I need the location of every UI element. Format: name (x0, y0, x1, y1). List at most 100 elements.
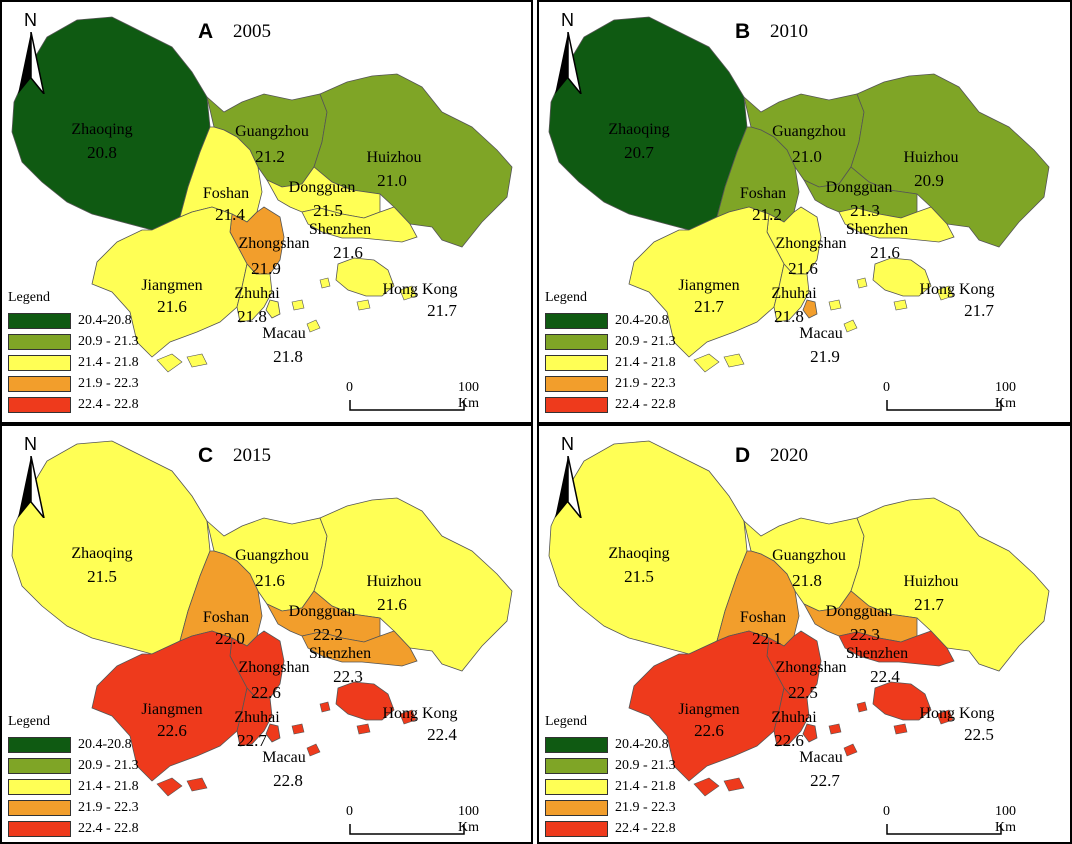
region-value-zhuhai: 21.8 (774, 307, 804, 326)
region-name-shenzhen: Shenzhen (846, 645, 908, 662)
region-value-zhongshan: 22.5 (788, 683, 818, 702)
region-name-zhaoqing: Zhaoqing (71, 545, 132, 562)
scale-bar: 0 100 Km (879, 380, 1039, 420)
region-name-shenzhen: Shenzhen (309, 221, 371, 238)
legend-item: 22.4 - 22.8 (8, 818, 139, 839)
region-jiangmen (628, 206, 785, 358)
legend-swatch (8, 354, 71, 371)
region-macau (265, 723, 281, 743)
region-value-zhaoqing: 20.7 (624, 143, 654, 162)
region-value-guangzhou: 21.2 (255, 147, 285, 166)
region-name-hong-kong: Hong Kong (382, 281, 457, 298)
legend-item: 21.9 - 22.3 (8, 373, 139, 394)
north-label: N (561, 434, 574, 454)
island-shape (291, 723, 305, 735)
region-value-hong-kong: 22.5 (964, 725, 994, 744)
region-name-guangzhou: Guangzhou (235, 547, 309, 564)
region-zhuhai (236, 263, 273, 323)
region-name-shenzhen: Shenzhen (846, 221, 908, 238)
region-name-zhuhai: Zhuhai (234, 285, 280, 302)
legend-swatch (545, 757, 608, 774)
region-macau (802, 723, 818, 743)
legend-item: 22.4 - 22.8 (545, 818, 676, 839)
region-name-zhongshan: Zhongshan (238, 235, 309, 252)
region-name-dongguan: Dongguan (826, 603, 893, 620)
island-shape (893, 299, 908, 311)
region-name-zhaoqing: Zhaoqing (608, 121, 669, 138)
island-shape (156, 777, 183, 797)
map-panel-d: Zhaoqing 21.5 Guangzhou 21.8 Huizhou 21.7 Fosh… (537, 424, 1072, 844)
region-name-huizhou: Huizhou (366, 573, 421, 590)
region-value-jiangmen: 21.6 (157, 297, 187, 316)
legend-item: 22.4 - 22.8 (8, 394, 139, 415)
legend-swatch (8, 375, 71, 392)
region-name-foshan: Foshan (740, 609, 786, 626)
legend-label: 21.4 - 21.8 (78, 778, 139, 794)
legend-label: 21.4 - 21.8 (615, 778, 676, 794)
legend-label: 20.4-20.8 (615, 312, 669, 328)
region-value-hong-kong: 21.7 (427, 301, 457, 320)
region-jiangmen (91, 206, 248, 358)
legend-item: 20.9 - 21.3 (545, 331, 676, 352)
region-value-shenzhen: 21.6 (333, 243, 363, 262)
region-name-jiangmen: Jiangmen (141, 277, 202, 294)
region-zhuhai (236, 687, 273, 747)
island-shape (156, 353, 183, 373)
region-value-zhaoqing: 20.8 (87, 143, 117, 162)
region-hong-kong (872, 257, 932, 297)
region-value-guangzhou: 21.0 (792, 147, 822, 166)
region-map: Zhaoqing 21.5 Guangzhou 21.6 Huizhou 21.6 Fosh… (11, 440, 513, 797)
legend-swatch (8, 799, 71, 816)
scale-zero: 0 (883, 380, 890, 395)
region-value-macau: 22.8 (273, 771, 303, 790)
legend-item: 21.4 - 21.8 (545, 776, 676, 797)
legend-item: 21.4 - 21.8 (8, 352, 139, 373)
region-name-hong-kong: Hong Kong (382, 705, 457, 722)
region-jiangmen (628, 630, 785, 782)
island-shape (723, 777, 745, 792)
region-hong-kong (335, 681, 395, 721)
legend-swatch (545, 396, 608, 413)
legend-label: 20.9 - 21.3 (78, 757, 139, 773)
north-label: N (561, 10, 574, 30)
island-shape (186, 353, 208, 368)
region-zhuhai (773, 263, 810, 323)
legend-swatch (8, 736, 71, 753)
region-value-hong-kong: 21.7 (964, 301, 994, 320)
legend-swatch (545, 799, 608, 816)
north-arrow-icon (555, 456, 582, 518)
north-label: N (24, 10, 37, 30)
legend-item: 20.9 - 21.3 (8, 755, 139, 776)
region-map: Zhaoqing 21.5 Guangzhou 21.8 Huizhou 21.7 Fosh… (548, 440, 1050, 797)
panel-letter: D (735, 444, 751, 467)
legend-item: 20.4-20.8 (545, 310, 676, 331)
legend-label: 22.4 - 22.8 (78, 396, 139, 412)
legend-item: 20.4-20.8 (545, 734, 676, 755)
map-panel-c: Zhaoqing 21.5 Guangzhou 21.6 Huizhou 21.6 Fosh… (0, 424, 533, 844)
region-value-huizhou: 21.0 (377, 171, 407, 190)
region-value-zhaoqing: 21.5 (624, 567, 654, 586)
region-shenzhen (838, 206, 955, 243)
region-name-zhuhai: Zhuhai (234, 709, 280, 726)
region-shenzhen (838, 630, 955, 667)
legend-label: 21.9 - 22.3 (78, 799, 139, 815)
legend-label: 21.9 - 22.3 (78, 375, 139, 391)
region-name-hong-kong: Hong Kong (919, 281, 994, 298)
island-shape (356, 299, 371, 311)
legend-item: 21.9 - 22.3 (545, 797, 676, 818)
map-panel-a: Zhaoqing 20.8 Guangzhou 21.2 Huizhou 21.0 Fosh… (0, 0, 533, 424)
region-value-shenzhen: 22.3 (333, 667, 363, 686)
region-value-foshan: 21.4 (215, 205, 245, 224)
legend-label: 21.4 - 21.8 (78, 354, 139, 370)
island-shape (856, 701, 868, 713)
legend-label: 22.4 - 22.8 (78, 820, 139, 836)
region-name-huizhou: Huizhou (903, 149, 958, 166)
region-name-jiangmen: Jiangmen (141, 701, 202, 718)
region-value-huizhou: 20.9 (914, 171, 944, 190)
legend-label: 22.4 - 22.8 (615, 396, 676, 412)
legend-swatch (545, 312, 608, 329)
region-value-zhongshan: 21.9 (251, 259, 281, 278)
region-name-dongguan: Dongguan (289, 179, 356, 196)
region-map: Zhaoqing 20.7 Guangzhou 21.0 Huizhou 20.9 Fosh… (548, 16, 1050, 373)
island-shape (306, 319, 321, 333)
